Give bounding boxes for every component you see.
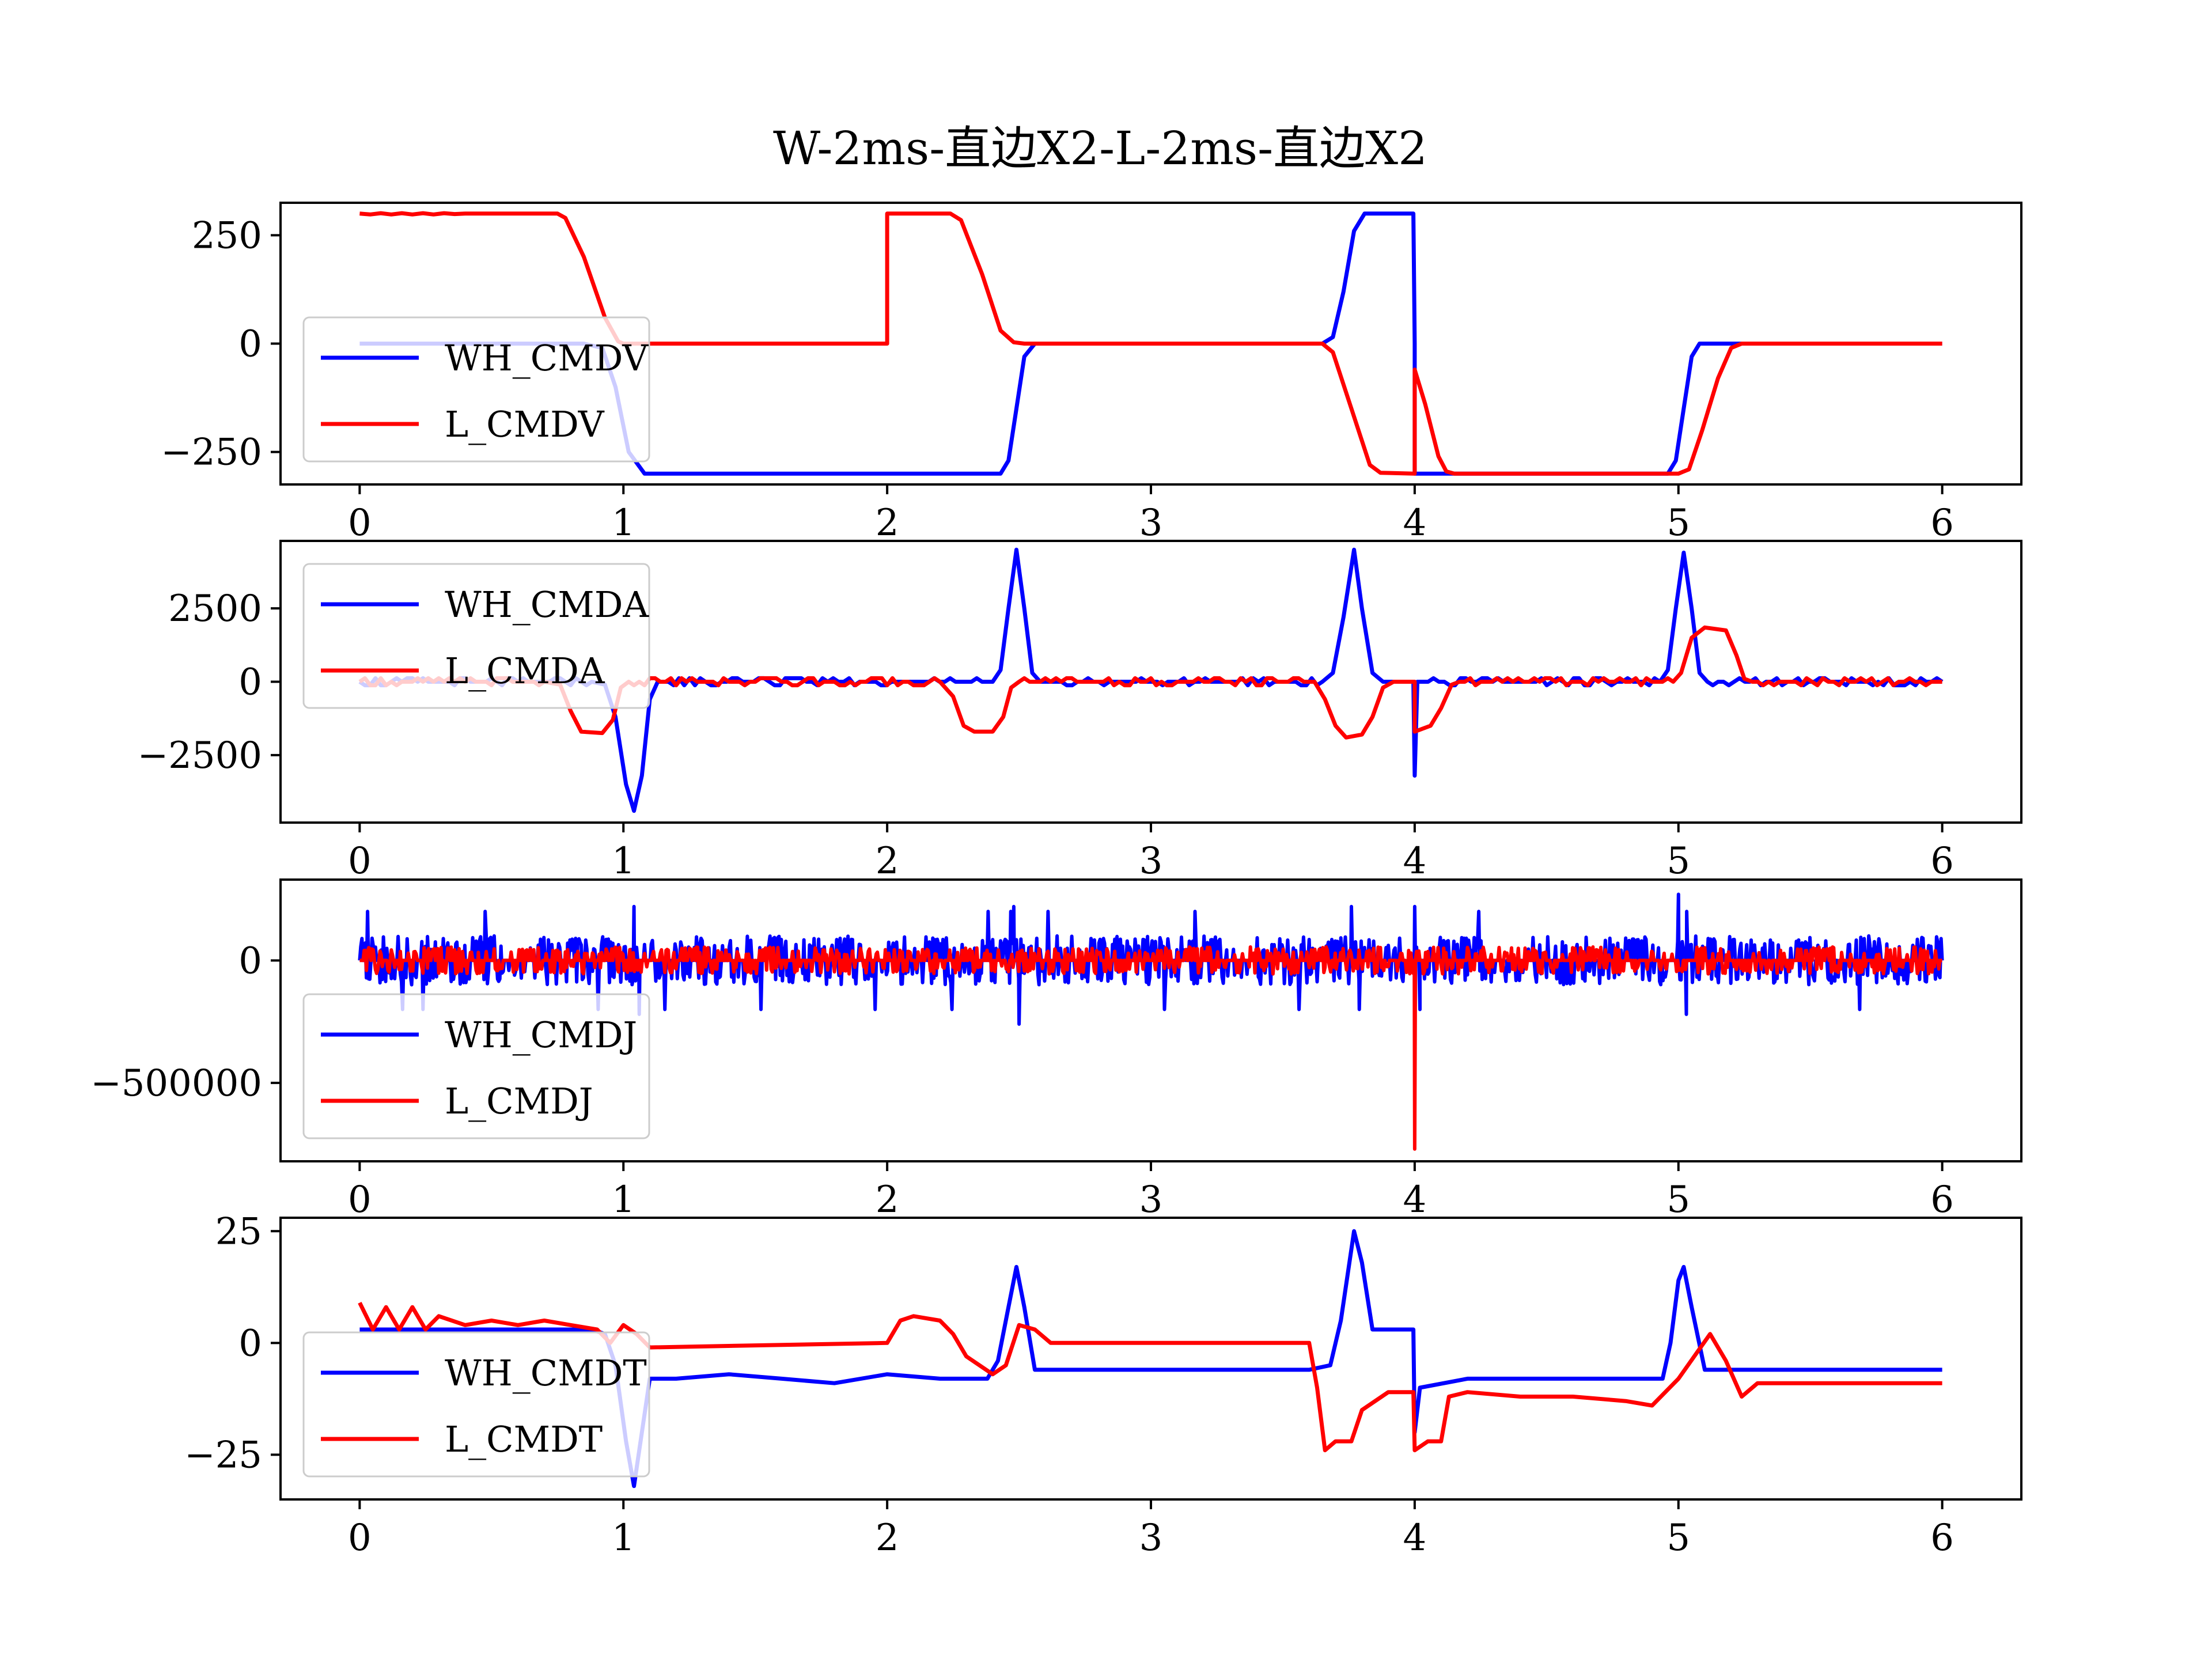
y-tick-label: 0	[238, 661, 262, 704]
x-tick-label: 5	[1666, 1179, 1690, 1221]
x-tick-label: 3	[1139, 840, 1163, 882]
x-tick-label: 6	[1930, 1179, 1954, 1221]
series-line-l-cmdj	[359, 945, 1943, 1151]
x-tick-label: 2	[876, 840, 899, 882]
y-tick-label: 2500	[168, 588, 262, 630]
legend: WH_CMDV L_CMDV	[302, 316, 650, 463]
y-tick-label: −2500	[138, 734, 263, 777]
x-tick-label: 5	[1666, 1517, 1690, 1559]
y-tick-label: 0	[238, 323, 262, 366]
y-tick-label: −250	[161, 431, 262, 474]
figure-title: W-2ms-直边X2-L-2ms-直边X2	[773, 122, 1427, 175]
series-line-l-cmdt	[358, 1301, 1942, 1453]
subplot-1: 0 1 2 3 4 5 6 250 0 −250 WH_CMDV L_CMDV	[161, 202, 2022, 544]
y-tick-label: 0	[238, 1322, 262, 1365]
legend-label: L_CMDT	[445, 1418, 603, 1460]
x-tick-label: 4	[1403, 840, 1427, 882]
y-tick-label: −25	[184, 1434, 262, 1476]
subplot-4: 0 1 2 3 4 5 6 25 0 −25 WH_CMDT L_CMDT	[184, 1210, 2022, 1559]
x-tick-label: 5	[1666, 840, 1690, 882]
plot-area-3	[358, 892, 1944, 1151]
x-tick-label: 1	[612, 502, 635, 544]
y-tick-label: 25	[215, 1210, 262, 1253]
x-tick-label: 4	[1403, 502, 1427, 544]
x-tick-label: 1	[612, 840, 635, 882]
series-line-l-cmdv	[359, 211, 1942, 476]
legend: WH_CMDJ L_CMDJ	[302, 993, 650, 1139]
legend-label: WH_CMDT	[445, 1352, 647, 1394]
legend-label: L_CMDV	[445, 403, 605, 445]
series-line-wh-cmdj	[358, 892, 1944, 1026]
x-tick-label: 0	[348, 1517, 372, 1559]
x-tick-label: 3	[1139, 502, 1163, 544]
x-tick-label: 6	[1930, 1517, 1954, 1559]
x-tick-label: 4	[1403, 1179, 1427, 1221]
legend-label: L_CMDJ	[445, 1080, 593, 1122]
x-tick-label: 0	[348, 502, 372, 544]
legend: WH_CMDT L_CMDT	[302, 1331, 650, 1478]
x-tick-label: 2	[876, 502, 899, 544]
x-tick-label: 2	[876, 1517, 899, 1559]
legend: WH_CMDA L_CMDA	[302, 563, 650, 709]
y-tick-label: 250	[192, 214, 262, 257]
x-tick-label: 3	[1139, 1179, 1163, 1221]
x-tick-label: 2	[876, 1179, 899, 1221]
y-tick-label: 0	[238, 940, 262, 982]
legend-label: WH_CMDJ	[445, 1014, 637, 1056]
subplot-2: 0 1 2 3 4 5 6 2500 0 −2500 WH_CMDA L_CMDA	[138, 540, 2022, 882]
x-tick-label: 1	[612, 1179, 635, 1221]
x-tick-label: 0	[348, 1179, 372, 1221]
y-tick-label: −500000	[90, 1062, 262, 1105]
x-tick-label: 4	[1403, 1517, 1427, 1559]
legend-label: WH_CMDV	[445, 337, 649, 379]
subplot-3: 0 1 2 3 4 5 6 0 −500000 WH_CMDJ L_CMDJ	[90, 878, 2022, 1221]
legend-label: WH_CMDA	[445, 584, 649, 626]
x-tick-label: 6	[1930, 502, 1954, 544]
x-tick-label: 5	[1666, 502, 1690, 544]
x-tick-label: 6	[1930, 840, 1954, 882]
x-tick-label: 0	[348, 840, 372, 882]
x-tick-label: 3	[1139, 1517, 1163, 1559]
legend-label: L_CMDA	[445, 650, 605, 692]
x-tick-label: 1	[612, 1517, 635, 1559]
